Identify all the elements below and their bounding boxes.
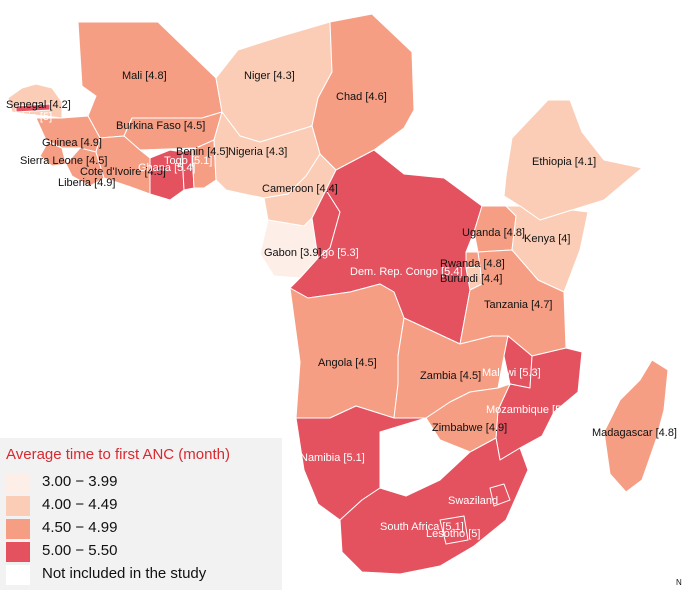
label-congo: go [5.3] <box>322 247 359 259</box>
label-senegal: Senegal [4.2] <box>6 99 71 111</box>
legend-label: 4.50 − 4.99 <box>42 519 118 536</box>
country-sierra[interactable] <box>39 141 67 167</box>
legend-title: Average time to first ANC (month) <box>6 446 230 463</box>
country-namibia[interactable] <box>295 405 427 521</box>
label-guinea: Guinea [4.9] <box>42 137 102 149</box>
legend-swatch <box>6 519 30 539</box>
north-arrow-icon: N <box>676 578 682 587</box>
legend-label: Not included in the study <box>42 565 207 582</box>
label-togo: Togo [5.1] <box>164 155 212 167</box>
label-lesotho: Lesotho [5] <box>426 528 480 540</box>
country-swaziland[interactable] <box>489 483 511 507</box>
legend-item-4-00: 4.00 − 4.49 <box>6 495 278 517</box>
legend-label: 5.00 − 5.50 <box>42 542 118 559</box>
label-malawi: Malawi [5.3] <box>482 367 541 379</box>
label-benin: Benin [4.5] <box>176 146 229 158</box>
label-drc: Dem. Rep. Congo [5.4] <box>350 266 463 278</box>
legend-swatch <box>6 565 30 585</box>
label-nigeria: Nigeria [4.3] <box>228 146 287 158</box>
label-mozambique: Mozambique [5 <box>486 404 561 416</box>
label-sierra: Sierra Leone [4.5] <box>20 155 107 167</box>
label-namibia: Namibia [5.1] <box>300 452 365 464</box>
legend-swatch <box>6 473 30 493</box>
label-ghana: Ghana [5.4] <box>138 162 196 174</box>
label-swaziland: Swaziland <box>448 495 498 507</box>
label-ivory: Cote d'Ivoire [4.5] <box>80 166 166 178</box>
label-gambia: mbia [5] <box>13 111 52 123</box>
legend-item-4-50: 4.50 − 4.99 <box>6 518 278 540</box>
label-tanzania: Tanzania [4.7] <box>484 299 553 311</box>
label-rwanda: Rwanda [4.8] <box>440 258 505 270</box>
label-uganda: Uganda [4.8] <box>462 227 525 239</box>
country-madagascar[interactable] <box>603 359 669 493</box>
legend-item-5-00: 5.00 − 5.50 <box>6 541 278 563</box>
legend-swatch <box>6 542 30 562</box>
label-zambia: Zambia [4.5] <box>420 370 481 382</box>
label-cameroon: Cameroon [4.4] <box>262 183 338 195</box>
country-kenya[interactable] <box>505 205 589 293</box>
label-niger: Niger [4.3] <box>244 70 295 82</box>
label-ethiopia: Ethiopia [4.1] <box>532 156 596 168</box>
label-kenya: Kenya [4] <box>524 233 570 245</box>
label-madagascar: Madagascar [4.8] <box>592 427 677 439</box>
legend-label: 3.00 − 3.99 <box>42 473 118 490</box>
label-liberia: Liberia [4.9] <box>58 177 115 189</box>
legend-item-not-included: Not included in the study <box>6 564 278 586</box>
label-burkina: Burkina Faso [4.5] <box>116 120 205 132</box>
label-angola: Angola [4.5] <box>318 357 377 369</box>
label-zimbabwe: Zimbabwe [4.9] <box>432 422 507 434</box>
legend-label: 4.00 − 4.49 <box>42 496 118 513</box>
country-angola[interactable] <box>289 283 405 419</box>
label-mali: Mali [4.8] <box>122 70 167 82</box>
label-gabon: Gabon [3.9] <box>264 247 322 259</box>
label-southafrica: South Africa [5.1] <box>380 521 464 533</box>
legend: Average time to first ANC (month) 3.00 −… <box>0 438 282 590</box>
country-lesotho[interactable] <box>439 515 469 545</box>
country-southafrica[interactable] <box>339 437 529 575</box>
legend-item-3-00: 3.00 − 3.99 <box>6 472 278 494</box>
legend-swatch <box>6 496 30 516</box>
country-gambia[interactable] <box>15 103 51 113</box>
label-chad: Chad [4.6] <box>336 91 387 103</box>
label-burundi: Burundi [4.4] <box>440 273 502 285</box>
